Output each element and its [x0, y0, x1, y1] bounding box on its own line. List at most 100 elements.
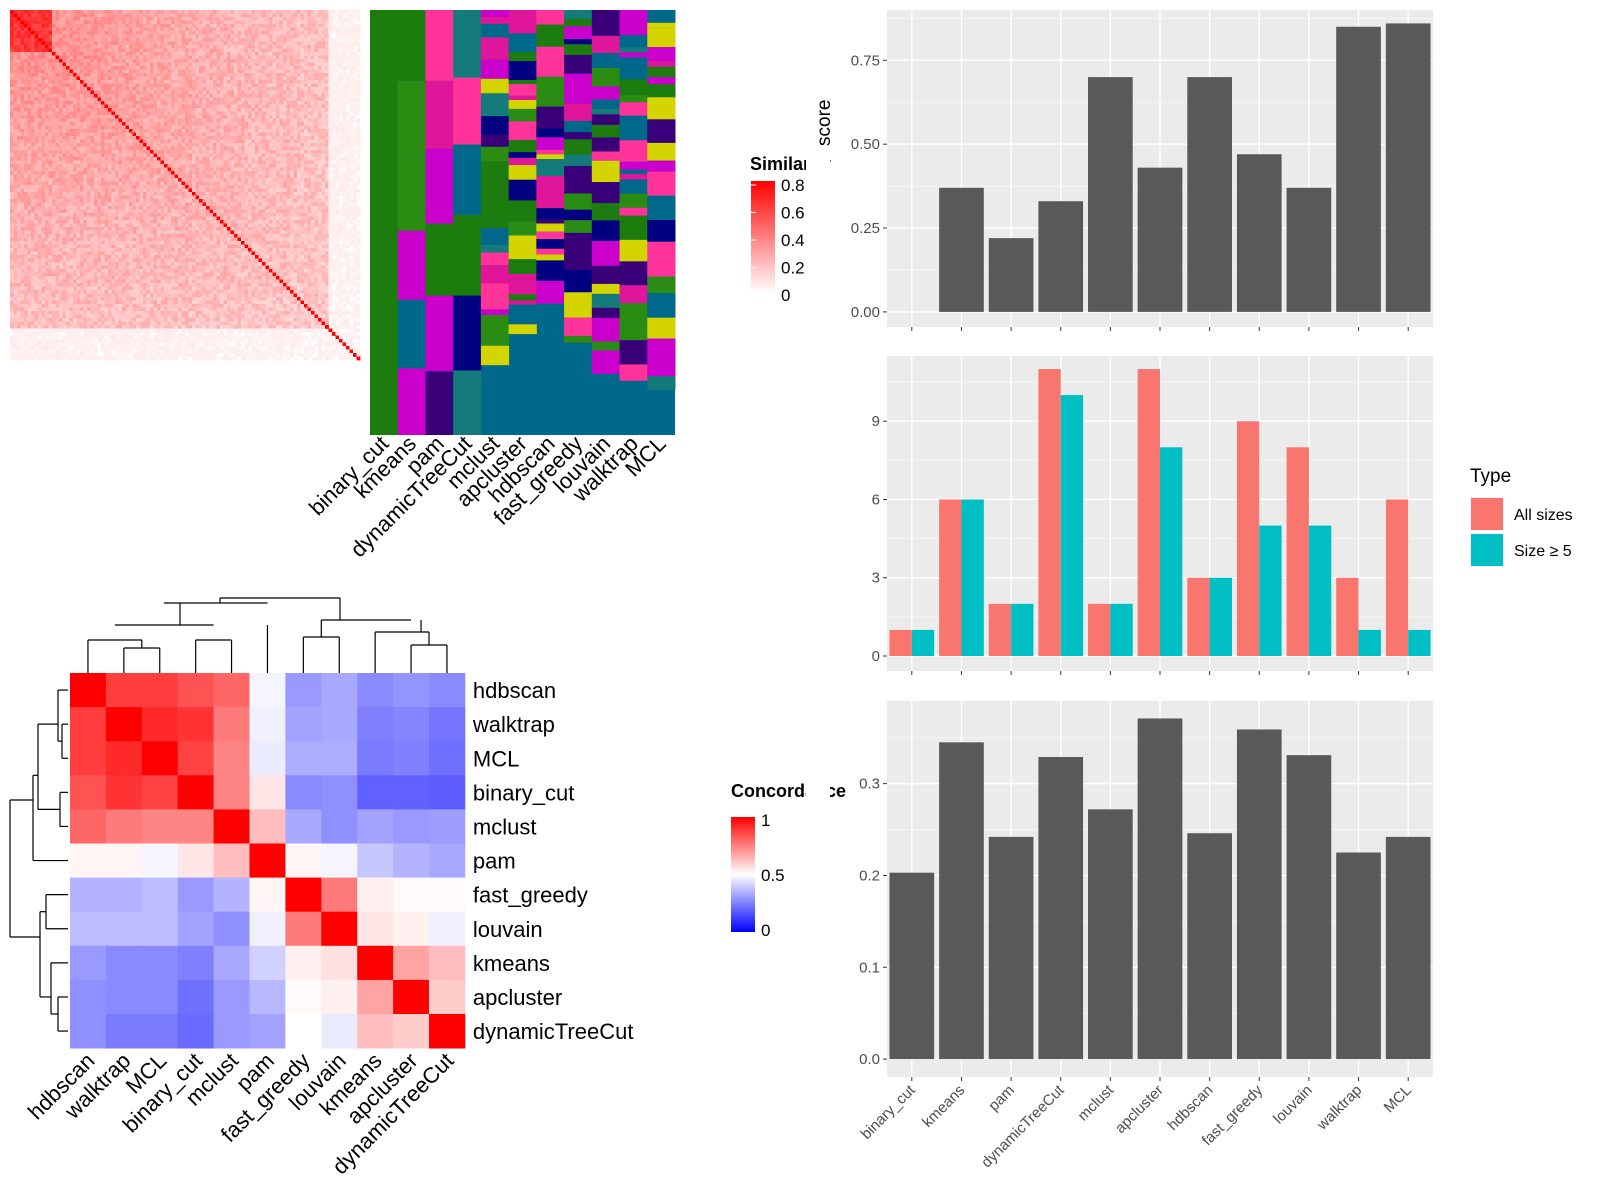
similarity-cell — [188, 164, 193, 168]
similarity-cell — [241, 150, 245, 154]
similarity-cell — [297, 146, 301, 151]
similarity-cell — [321, 38, 326, 42]
similarity-cell — [356, 174, 361, 179]
similarity-cell — [199, 27, 203, 32]
similarity-cell — [251, 118, 256, 123]
similarity-cell — [97, 171, 102, 175]
similarity-cell — [269, 62, 273, 67]
similarity-cell — [206, 41, 210, 46]
similarity-cell — [34, 164, 39, 168]
similarity-cell — [213, 164, 217, 168]
similarity-cell — [244, 87, 249, 91]
similarity-cell — [132, 31, 137, 35]
similarity-cell — [132, 69, 137, 74]
similarity-cell — [24, 73, 28, 77]
similarity-cell — [206, 90, 210, 95]
similarity-cell — [27, 34, 32, 39]
similarity-cell — [108, 122, 112, 126]
similarity-cell — [150, 136, 154, 140]
similarity-cell — [206, 97, 210, 102]
similarity-cell — [146, 104, 151, 109]
similarity-cell — [10, 94, 14, 98]
similarity-cell — [220, 20, 224, 25]
similarity-cell — [311, 17, 315, 21]
similarity-cell — [171, 69, 175, 74]
similarity-cell — [321, 115, 326, 119]
similarity-cell — [276, 31, 280, 35]
similarity-cell — [262, 80, 266, 84]
similarity-cell — [272, 38, 277, 42]
similarity-cell — [160, 150, 165, 154]
similarity-cell — [83, 115, 88, 119]
similarity-cell — [115, 174, 119, 179]
similarity-cell — [314, 104, 319, 109]
similarity-cell — [195, 41, 200, 46]
similarity-cell — [269, 20, 273, 25]
similarity-cell — [248, 150, 252, 154]
similarity-cell — [188, 174, 193, 179]
similarity-cell — [304, 97, 308, 102]
similarity-cell — [115, 34, 119, 39]
similarity-cell — [104, 59, 109, 63]
similarity-cell — [62, 115, 67, 119]
similarity-cell — [286, 69, 291, 74]
similarity-cell — [171, 10, 175, 14]
similarity-cell — [41, 83, 46, 88]
similarity-cell — [143, 157, 147, 161]
similarity-cell — [150, 17, 154, 21]
similarity-cell — [178, 160, 182, 165]
similarity-cell — [283, 62, 287, 67]
similarity-cell — [346, 167, 350, 172]
similarity-cell — [97, 76, 102, 81]
similarity-cell — [55, 115, 60, 119]
similarity-cell — [157, 55, 161, 60]
similarity-cell — [199, 178, 203, 182]
similarity-cell — [223, 94, 228, 98]
similarity-cell — [55, 34, 60, 39]
similarity-cell — [27, 83, 32, 88]
similarity-cell — [188, 83, 193, 88]
similarity-cell — [38, 13, 42, 18]
similarity-cell — [283, 38, 287, 42]
similarity-cell — [41, 129, 46, 133]
similarity-cell — [248, 24, 252, 28]
similarity-cell — [188, 94, 193, 98]
similarity-cell — [332, 55, 336, 60]
similarity-cell — [76, 27, 81, 32]
similarity-cell — [332, 69, 336, 74]
similarity-cell — [325, 59, 329, 63]
similarity-cell — [101, 143, 105, 147]
similarity-cell — [241, 13, 245, 18]
similarity-cell — [223, 132, 228, 137]
similarity-cell — [167, 104, 172, 109]
similarity-cell — [241, 181, 245, 186]
similarity-cell — [202, 143, 207, 147]
similarity-cell — [34, 115, 39, 119]
similarity-cell — [311, 27, 315, 32]
similarity-cell — [293, 13, 298, 18]
similarity-cell — [297, 90, 301, 95]
similarity-cell — [108, 83, 112, 88]
similarity-cell — [227, 27, 231, 32]
similarity-cell — [265, 129, 270, 133]
similarity-cell — [353, 150, 357, 154]
similarity-cell — [10, 108, 14, 112]
similarity-cell — [199, 139, 203, 144]
similarity-cell — [192, 153, 196, 158]
similarity-cell — [311, 20, 315, 25]
similarity-cell — [27, 139, 32, 144]
similarity-cell — [237, 83, 242, 88]
similarity-cell — [129, 52, 133, 56]
similarity-cell — [17, 24, 21, 28]
similarity-cell — [55, 62, 60, 67]
similarity-cell — [73, 132, 77, 137]
similarity-cell — [283, 90, 287, 95]
similarity-cell — [87, 73, 91, 77]
similarity-cell — [346, 157, 350, 161]
similarity-cell — [27, 181, 32, 186]
similarity-cell — [283, 101, 287, 105]
similarity-cell — [136, 38, 140, 42]
similarity-cell — [104, 101, 109, 105]
similarity-cell — [276, 34, 280, 39]
similarity-cell — [101, 146, 105, 151]
